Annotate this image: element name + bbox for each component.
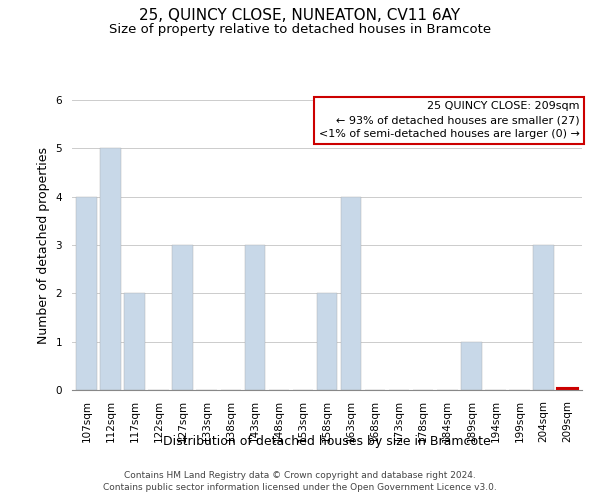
Bar xyxy=(245,245,265,390)
Bar xyxy=(461,342,482,390)
Bar xyxy=(172,245,193,390)
Bar xyxy=(76,196,97,390)
Bar xyxy=(124,294,145,390)
Bar xyxy=(100,148,121,390)
Text: Distribution of detached houses by size in Bramcote: Distribution of detached houses by size … xyxy=(163,435,491,448)
Bar xyxy=(557,388,578,390)
Bar xyxy=(341,196,361,390)
Bar xyxy=(533,245,554,390)
Text: Size of property relative to detached houses in Bramcote: Size of property relative to detached ho… xyxy=(109,22,491,36)
Y-axis label: Number of detached properties: Number of detached properties xyxy=(37,146,50,344)
Text: Contains public sector information licensed under the Open Government Licence v3: Contains public sector information licen… xyxy=(103,484,497,492)
Text: 25, QUINCY CLOSE, NUNEATON, CV11 6AY: 25, QUINCY CLOSE, NUNEATON, CV11 6AY xyxy=(139,8,461,22)
Bar xyxy=(317,294,337,390)
Text: 25 QUINCY CLOSE: 209sqm
← 93% of detached houses are smaller (27)
<1% of semi-de: 25 QUINCY CLOSE: 209sqm ← 93% of detache… xyxy=(319,102,580,140)
Text: Contains HM Land Registry data © Crown copyright and database right 2024.: Contains HM Land Registry data © Crown c… xyxy=(124,471,476,480)
